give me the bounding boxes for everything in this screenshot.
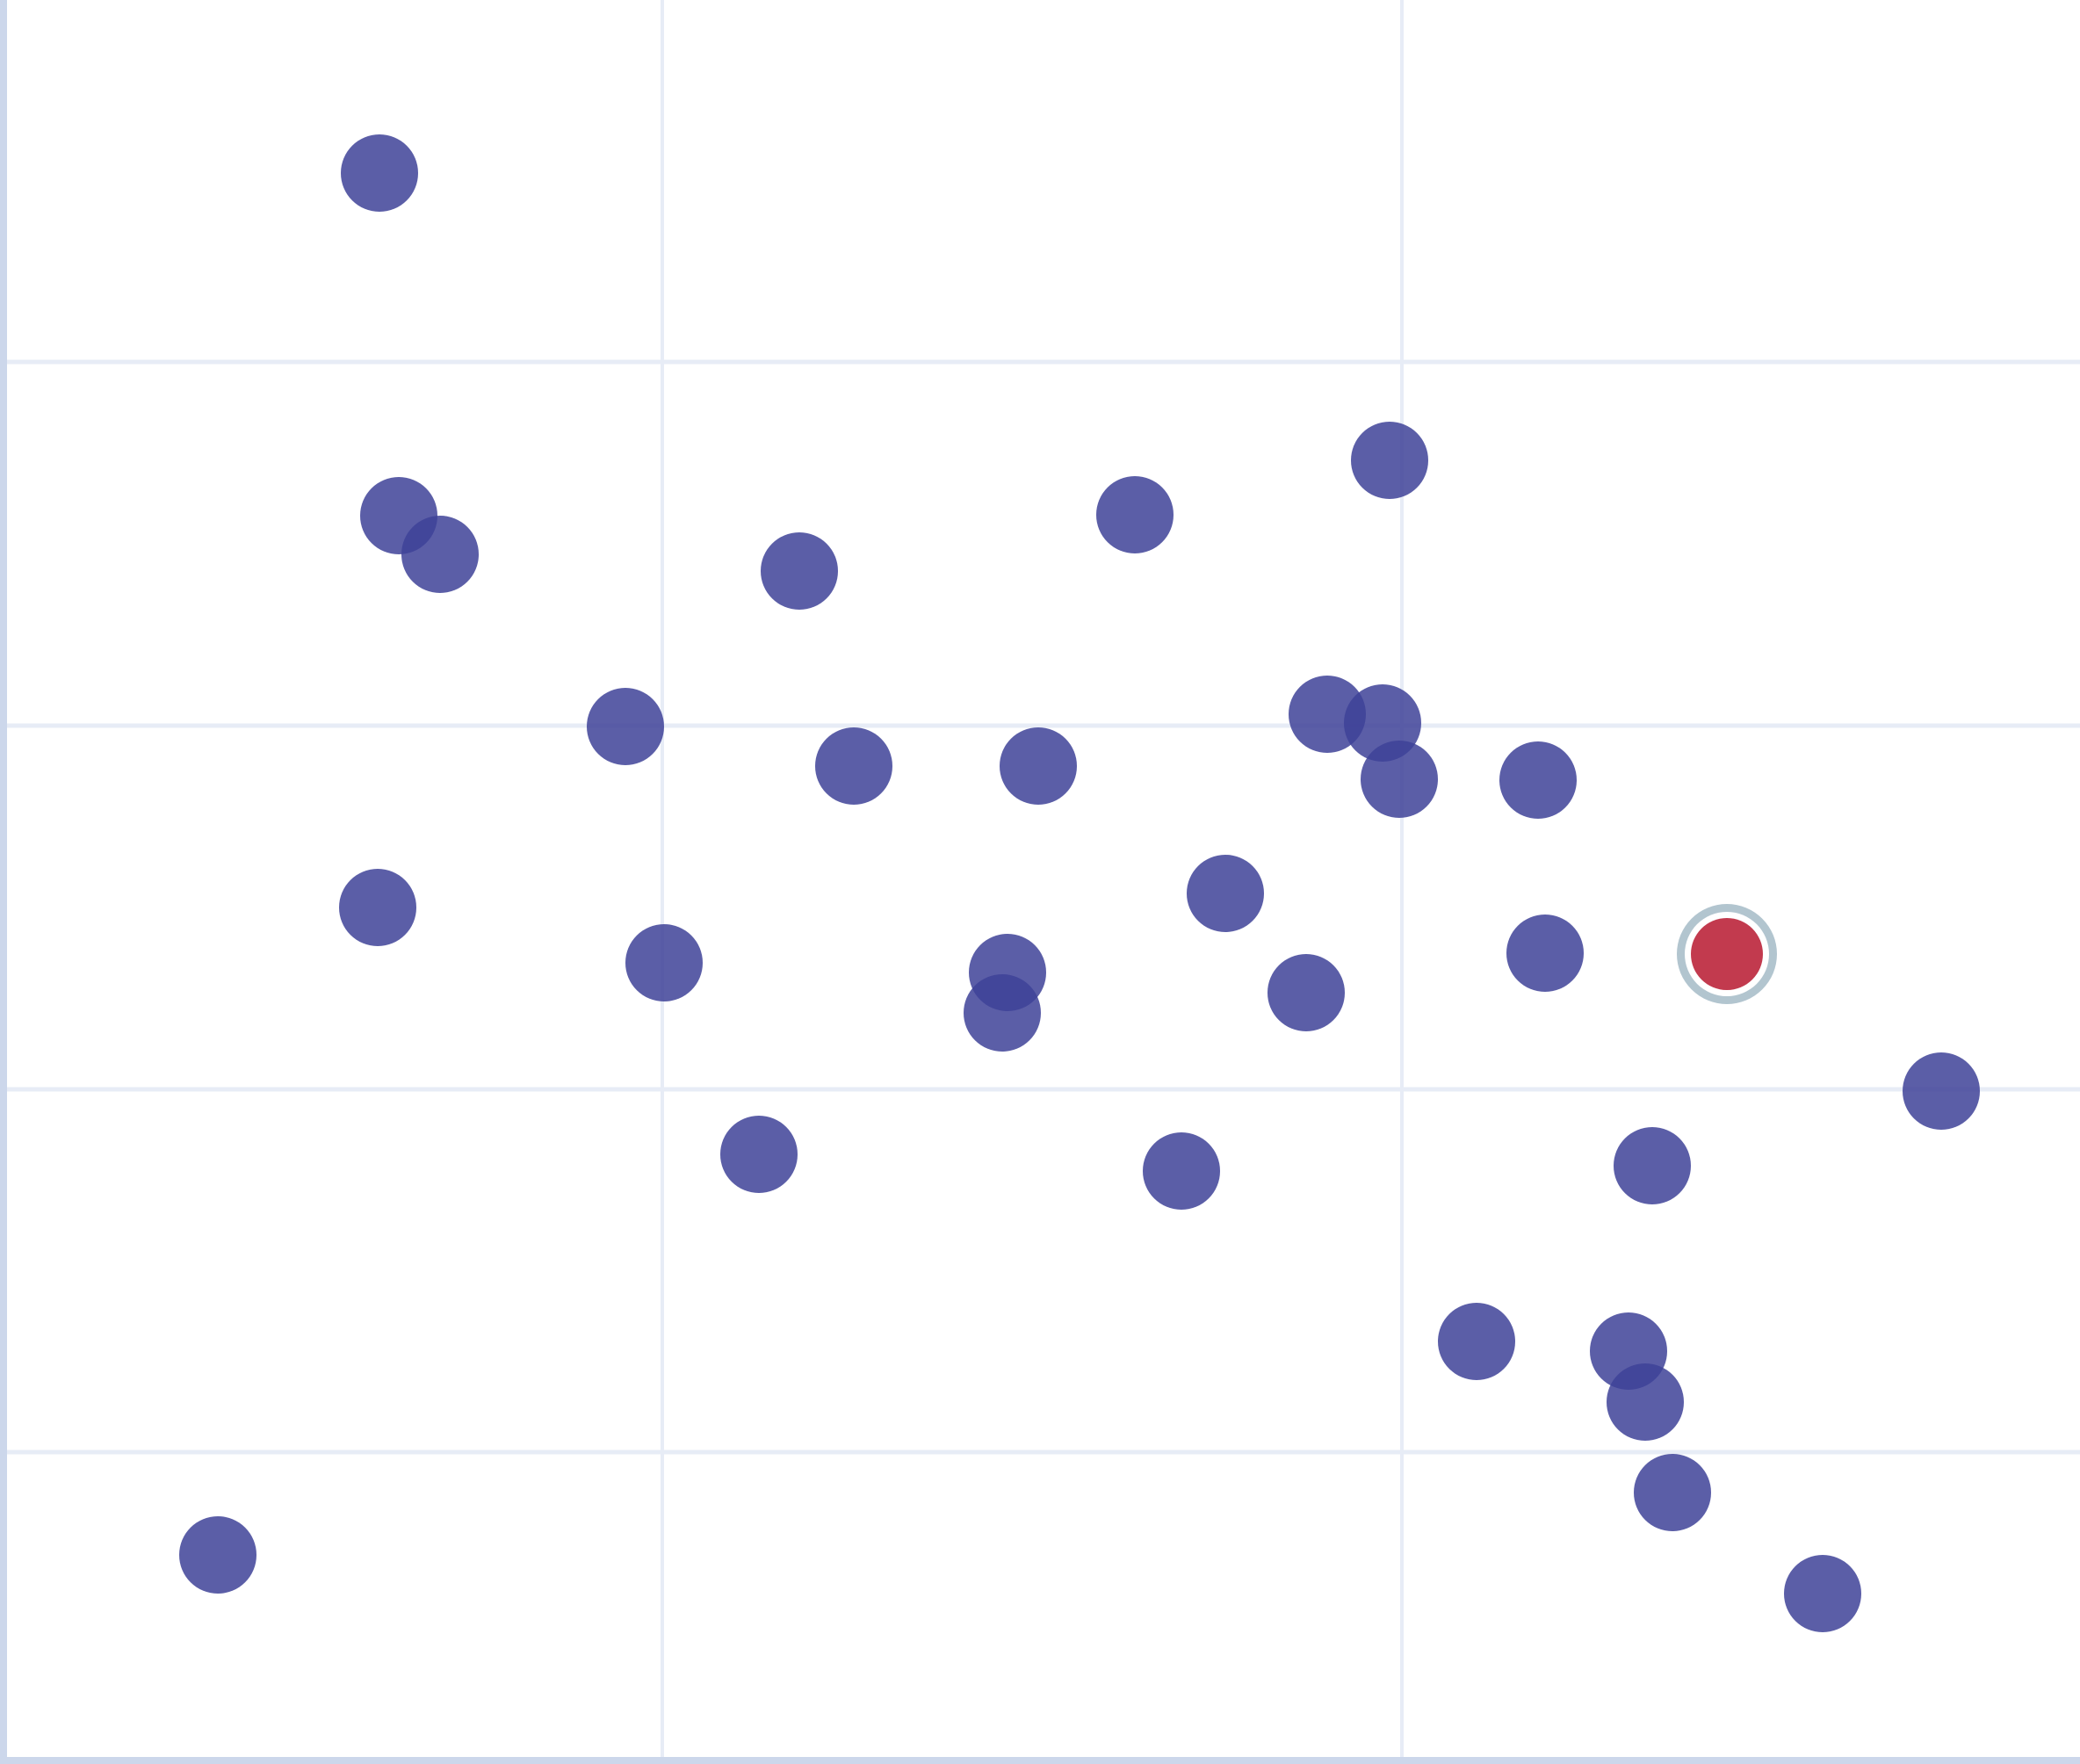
scatter-point[interactable] — [1268, 954, 1345, 1031]
scatter-point[interactable] — [720, 1116, 798, 1193]
scatter-point[interactable] — [1634, 1454, 1711, 1531]
horizontal-gridline — [0, 1450, 2080, 1455]
scatter-point[interactable] — [1351, 422, 1428, 499]
vertical-gridline — [661, 0, 664, 1764]
scatter-point[interactable] — [1903, 1052, 1980, 1130]
scatter-point[interactable] — [341, 134, 418, 212]
scatter-point[interactable] — [1607, 1363, 1684, 1441]
scatter-point[interactable] — [587, 688, 664, 765]
scatter-point[interactable] — [1499, 741, 1577, 819]
scatter-point[interactable] — [815, 727, 892, 805]
scatter-point[interactable] — [964, 974, 1041, 1052]
horizontal-gridline — [0, 359, 2080, 365]
scatter-point[interactable] — [1187, 855, 1264, 932]
scatter-point[interactable] — [1438, 1303, 1515, 1380]
scatter-point[interactable] — [1000, 727, 1077, 805]
horizontal-gridline — [0, 723, 2080, 728]
scatter-point[interactable] — [625, 924, 703, 1001]
scatter-point[interactable] — [179, 1516, 256, 1594]
highlighted-scatter-point[interactable] — [1691, 918, 1763, 990]
scatter-point[interactable] — [339, 869, 416, 946]
scatter-point[interactable] — [401, 516, 479, 593]
x-axis-line — [0, 1757, 2080, 1764]
scatter-point[interactable] — [1361, 741, 1438, 818]
vertical-gridline — [1400, 0, 1404, 1764]
scatter-point[interactable] — [1614, 1127, 1691, 1204]
scatter-point[interactable] — [1506, 915, 1584, 992]
horizontal-gridline — [0, 1087, 2080, 1092]
scatter-point[interactable] — [1143, 1132, 1220, 1210]
scatter-point[interactable] — [1096, 476, 1174, 553]
scatter-point[interactable] — [761, 532, 838, 610]
scatter-point[interactable] — [1784, 1555, 1861, 1632]
y-axis-line — [0, 0, 7, 1764]
